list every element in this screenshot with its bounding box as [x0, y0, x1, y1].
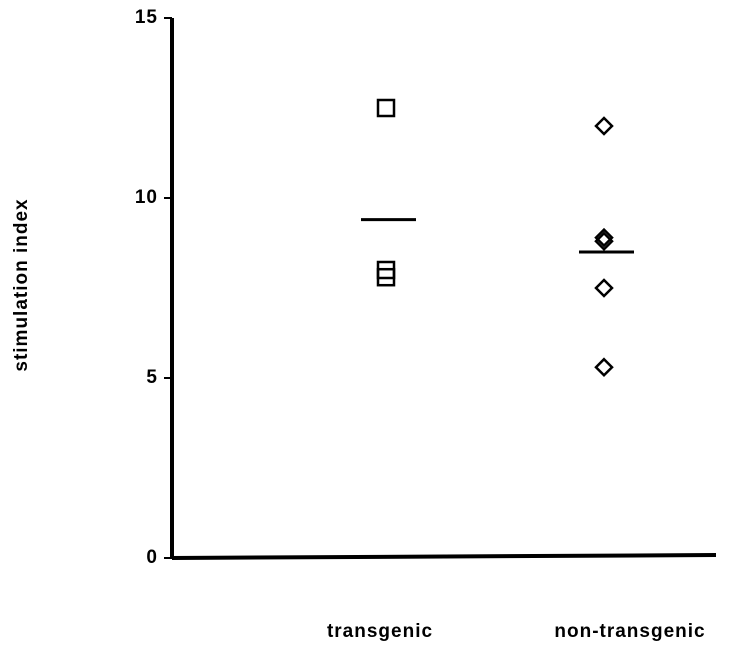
x-tick-label: transgenic: [327, 621, 433, 642]
data-point: [594, 231, 614, 251]
data-point: [376, 98, 396, 118]
data-point: [594, 227, 614, 248]
data-point: [376, 267, 396, 287]
y-tick-label: 15: [135, 7, 158, 28]
y-tick-label: 0: [146, 547, 158, 568]
x-axis: [171, 553, 717, 560]
data-point: [594, 357, 614, 377]
y-tick-label: 5: [146, 367, 158, 388]
data-point: [594, 278, 614, 298]
data-point: [594, 116, 614, 136]
y-axis-label: stimulation index: [11, 198, 32, 371]
y-tick-label: 10: [135, 187, 158, 208]
x-tick-label: non-transgenic: [554, 621, 705, 642]
